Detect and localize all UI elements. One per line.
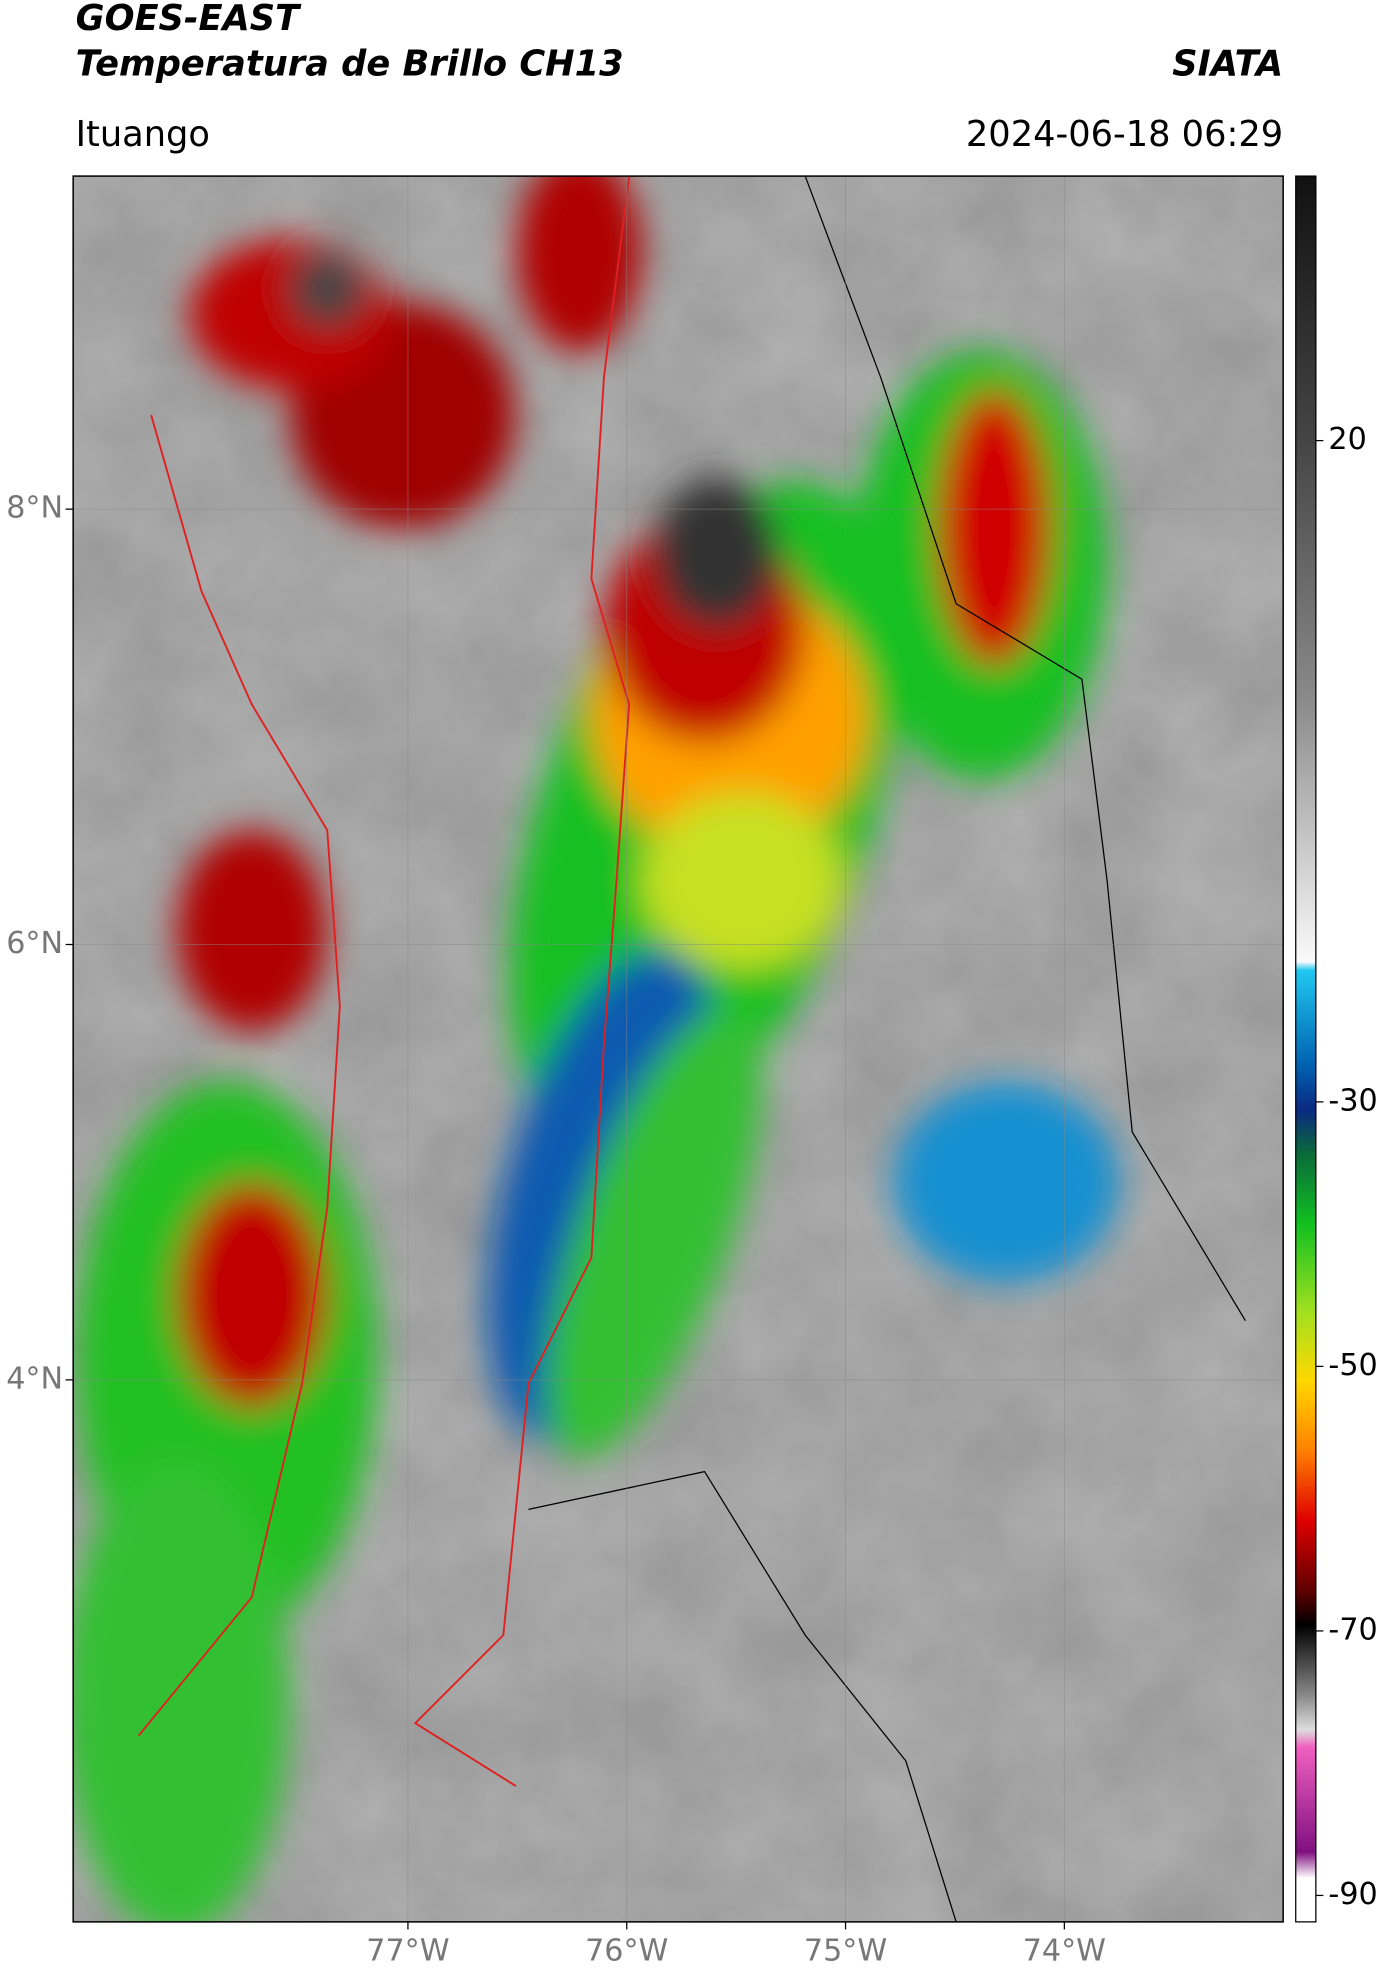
axes: 77°W 76°W 75°W 74°W 8°N 6°N 4°N 20 -30 -50 -70 -90 bbox=[6, 176, 1378, 1969]
satellite-image bbox=[73, 176, 1284, 1922]
colorbar-tick-label: -30 bbox=[1328, 1083, 1377, 1118]
subtitle: Temperatura de Brillo CH13 bbox=[76, 43, 624, 84]
colorbar-tick-label: -50 bbox=[1328, 1348, 1377, 1383]
colorbar-tick-label: -70 bbox=[1328, 1612, 1377, 1647]
x-tick-label: 77°W bbox=[366, 1934, 449, 1969]
y-tick-label: 8°N bbox=[6, 491, 63, 526]
y-tick-label: 6°N bbox=[6, 926, 63, 961]
colorbar-tick-label: 20 bbox=[1328, 422, 1366, 457]
x-tick-label: 76°W bbox=[585, 1934, 668, 1969]
title: GOES-EAST bbox=[76, 0, 302, 39]
map-frame bbox=[72, 175, 1284, 1923]
brand: SIATA bbox=[1172, 43, 1283, 84]
colorbar-tick-label: -90 bbox=[1328, 1877, 1377, 1912]
location: Ituango bbox=[76, 114, 210, 155]
colorbar bbox=[1295, 175, 1317, 1923]
y-tick-label: 4°N bbox=[6, 1361, 63, 1396]
datetime: 2024-06-18 06:29 bbox=[966, 114, 1283, 155]
x-tick-label: 74°W bbox=[1023, 1934, 1106, 1969]
x-tick-label: 75°W bbox=[804, 1934, 887, 1969]
